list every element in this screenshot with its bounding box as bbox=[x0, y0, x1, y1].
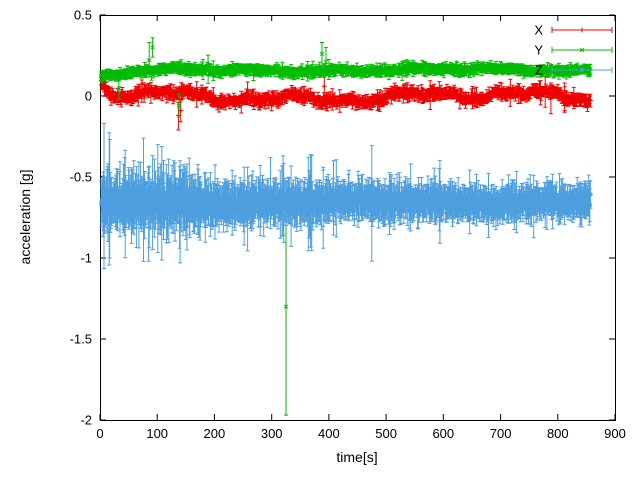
y-axis-label: acceleration [g] bbox=[17, 170, 33, 265]
series-Z bbox=[98, 122, 593, 269]
series-Y bbox=[98, 37, 593, 416]
legend-sample-Y bbox=[551, 47, 613, 53]
legend: XYZ bbox=[534, 23, 613, 78]
legend-sample-X bbox=[551, 27, 613, 33]
legend-label-Z: Z bbox=[535, 63, 543, 78]
markers-Y bbox=[98, 45, 593, 309]
x-tick-label: 300 bbox=[261, 426, 283, 441]
y-tick-label: 0.5 bbox=[74, 8, 92, 23]
x-tick-label: 700 bbox=[490, 426, 512, 441]
x-tick-label: 600 bbox=[432, 426, 454, 441]
axes: 0 100 200 300 400 500 600 700 800 900 0.5 0 -0.5 -1 -1… bbox=[70, 8, 626, 442]
legend-label-X: X bbox=[534, 23, 543, 38]
x-tick-label: 100 bbox=[146, 426, 168, 441]
legend-sample-Z bbox=[551, 67, 613, 73]
y-tick-label: -1 bbox=[80, 251, 92, 266]
y-tick-label: -1.5 bbox=[70, 332, 92, 347]
markers-Z bbox=[98, 189, 593, 216]
x-tick-label: 200 bbox=[204, 426, 226, 441]
data-series bbox=[98, 37, 593, 416]
y-tick-label: 0 bbox=[85, 89, 92, 104]
y-tick-label: -0.5 bbox=[70, 170, 92, 185]
x-tick-label: 800 bbox=[547, 426, 569, 441]
x-tick-label: 900 bbox=[604, 426, 626, 441]
x-tick-label: 0 bbox=[96, 426, 103, 441]
x-tick-label: 500 bbox=[375, 426, 397, 441]
legend-label-Y: Y bbox=[534, 43, 543, 58]
x-tick-label: 400 bbox=[318, 426, 340, 441]
x-axis-label: time[s] bbox=[336, 449, 377, 465]
y-tick-label: -2 bbox=[80, 413, 92, 428]
